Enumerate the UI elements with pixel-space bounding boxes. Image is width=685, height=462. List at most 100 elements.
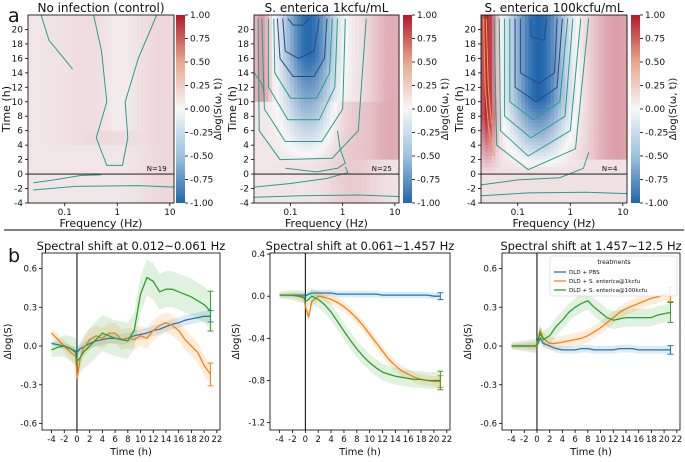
- heatmap-cell: [348, 166, 353, 172]
- heatmap-cell: [257, 62, 262, 67]
- heatmap-cell: [264, 188, 270, 193]
- heatmap-cell: [254, 148, 259, 153]
- heatmap-cell: [495, 148, 500, 153]
- heatmap-cell: [326, 51, 331, 56]
- colorbar-tick-label: 0.25: [190, 82, 210, 92]
- heatmap-cell: [137, 109, 142, 114]
- heatmap-cell: [344, 40, 349, 45]
- heatmap-cell: [395, 69, 400, 74]
- heatmap-cell: [491, 170, 497, 175]
- heatmap-cell: [528, 65, 533, 70]
- heatmap-cell: [499, 130, 504, 135]
- heatmap-cell: [351, 174, 357, 179]
- heatmap-cell: [502, 166, 508, 172]
- heatmap-cell: [333, 195, 338, 200]
- heatmap-cell: [152, 148, 157, 153]
- heatmap-cell: [35, 58, 40, 63]
- heatmap-cell: [384, 62, 389, 67]
- heatmap-cell: [391, 163, 396, 168]
- heatmap-cell: [517, 62, 522, 67]
- heatmap-cell: [308, 123, 313, 128]
- heatmap-cell: [521, 159, 526, 164]
- heatmap-cell: [326, 18, 331, 23]
- heatmap-cell: [101, 192, 106, 197]
- heatmap-cell: [166, 40, 171, 45]
- heatmap-cell: [111, 65, 117, 70]
- heatmap-cell: [104, 156, 109, 161]
- heatmap-cell: [304, 159, 309, 164]
- heatmap-cell: [384, 199, 389, 204]
- heatmap-cell: [322, 29, 328, 34]
- heatmap-cell: [388, 192, 393, 197]
- heatmap-cell: [170, 18, 175, 23]
- heatmap-cell: [481, 145, 486, 150]
- heatmap-cell: [159, 127, 164, 132]
- heatmap-cell: [38, 119, 44, 125]
- heatmap-cell: [166, 36, 171, 41]
- heatmap-cell: [499, 174, 504, 179]
- heatmap-cell: [370, 152, 375, 157]
- heatmap-cell: [513, 109, 519, 114]
- heatmap-cell: [130, 80, 135, 85]
- heatmap-cell: [377, 119, 382, 125]
- heatmap-cell: [348, 101, 353, 106]
- heatmap-cell: [304, 174, 309, 179]
- heatmap-cell: [42, 51, 47, 56]
- heatmap-cell: [257, 116, 262, 121]
- heatmap-cell: [60, 101, 66, 106]
- heatmap-cell: [326, 188, 331, 193]
- heatmap-cell: [495, 195, 500, 200]
- heatmap-cell: [355, 87, 360, 92]
- heatmap-cell: [68, 127, 73, 132]
- heatmap-cell: [362, 145, 367, 150]
- heatmap-cell: [38, 156, 44, 161]
- heatmap-cell: [90, 80, 95, 85]
- heatmap-cell: [272, 174, 277, 179]
- heatmap-cell: [362, 90, 367, 96]
- heatmap-cell: [286, 174, 291, 179]
- heatmap-cell: [380, 145, 386, 150]
- heatmap-cell: [75, 181, 80, 186]
- heatmap-cell: [122, 51, 128, 56]
- heatmap-cell: [254, 43, 259, 49]
- heatmap-cell: [53, 22, 58, 27]
- heatmap-cell: [312, 130, 317, 135]
- heatmap-cell: [290, 29, 295, 34]
- heatmap-cell: [79, 177, 84, 182]
- heatmap-cell: [319, 116, 324, 121]
- colorbar-tick-label: 1.00: [190, 11, 210, 21]
- heatmap-cell: [484, 188, 489, 193]
- heatmap-cell: [366, 47, 371, 52]
- heatmap-cell: [46, 148, 51, 153]
- heatmap-cell: [275, 83, 280, 88]
- heatmap-cell: [126, 166, 131, 172]
- heatmap-cell: [513, 22, 519, 27]
- heatmap-cell: [28, 134, 33, 139]
- heatmap-cell: [261, 195, 266, 200]
- heatmap-cell: [348, 130, 353, 135]
- heatmap-cell: [521, 18, 526, 23]
- heatmap-cell: [101, 22, 106, 27]
- heatmap-cell: [119, 54, 124, 59]
- heatmap-cell: [28, 152, 33, 157]
- heatmap-cell: [499, 18, 504, 23]
- heatmap-cell: [119, 94, 124, 99]
- heatmap-cell: [481, 18, 486, 23]
- heatmap-cell: [272, 184, 277, 190]
- heatmap-cell: [82, 192, 87, 197]
- heatmap-cell: [301, 145, 306, 150]
- heatmap-cell: [377, 130, 382, 135]
- heatmap-cell: [108, 51, 113, 56]
- heatmap-cell: [108, 177, 113, 182]
- heatmap-cell: [488, 22, 493, 27]
- heatmap-cell: [344, 134, 349, 139]
- heatmap-cell: [373, 156, 378, 161]
- y-tick-label: 16: [12, 54, 24, 64]
- heatmap-cell: [283, 141, 288, 146]
- heatmap-cell: [528, 36, 533, 41]
- heatmap-cell: [28, 105, 33, 110]
- heatmap-cell: [261, 90, 266, 96]
- heatmap-cell: [395, 83, 400, 88]
- heatmap-cell: [326, 148, 331, 153]
- heatmap-cell: [513, 54, 519, 59]
